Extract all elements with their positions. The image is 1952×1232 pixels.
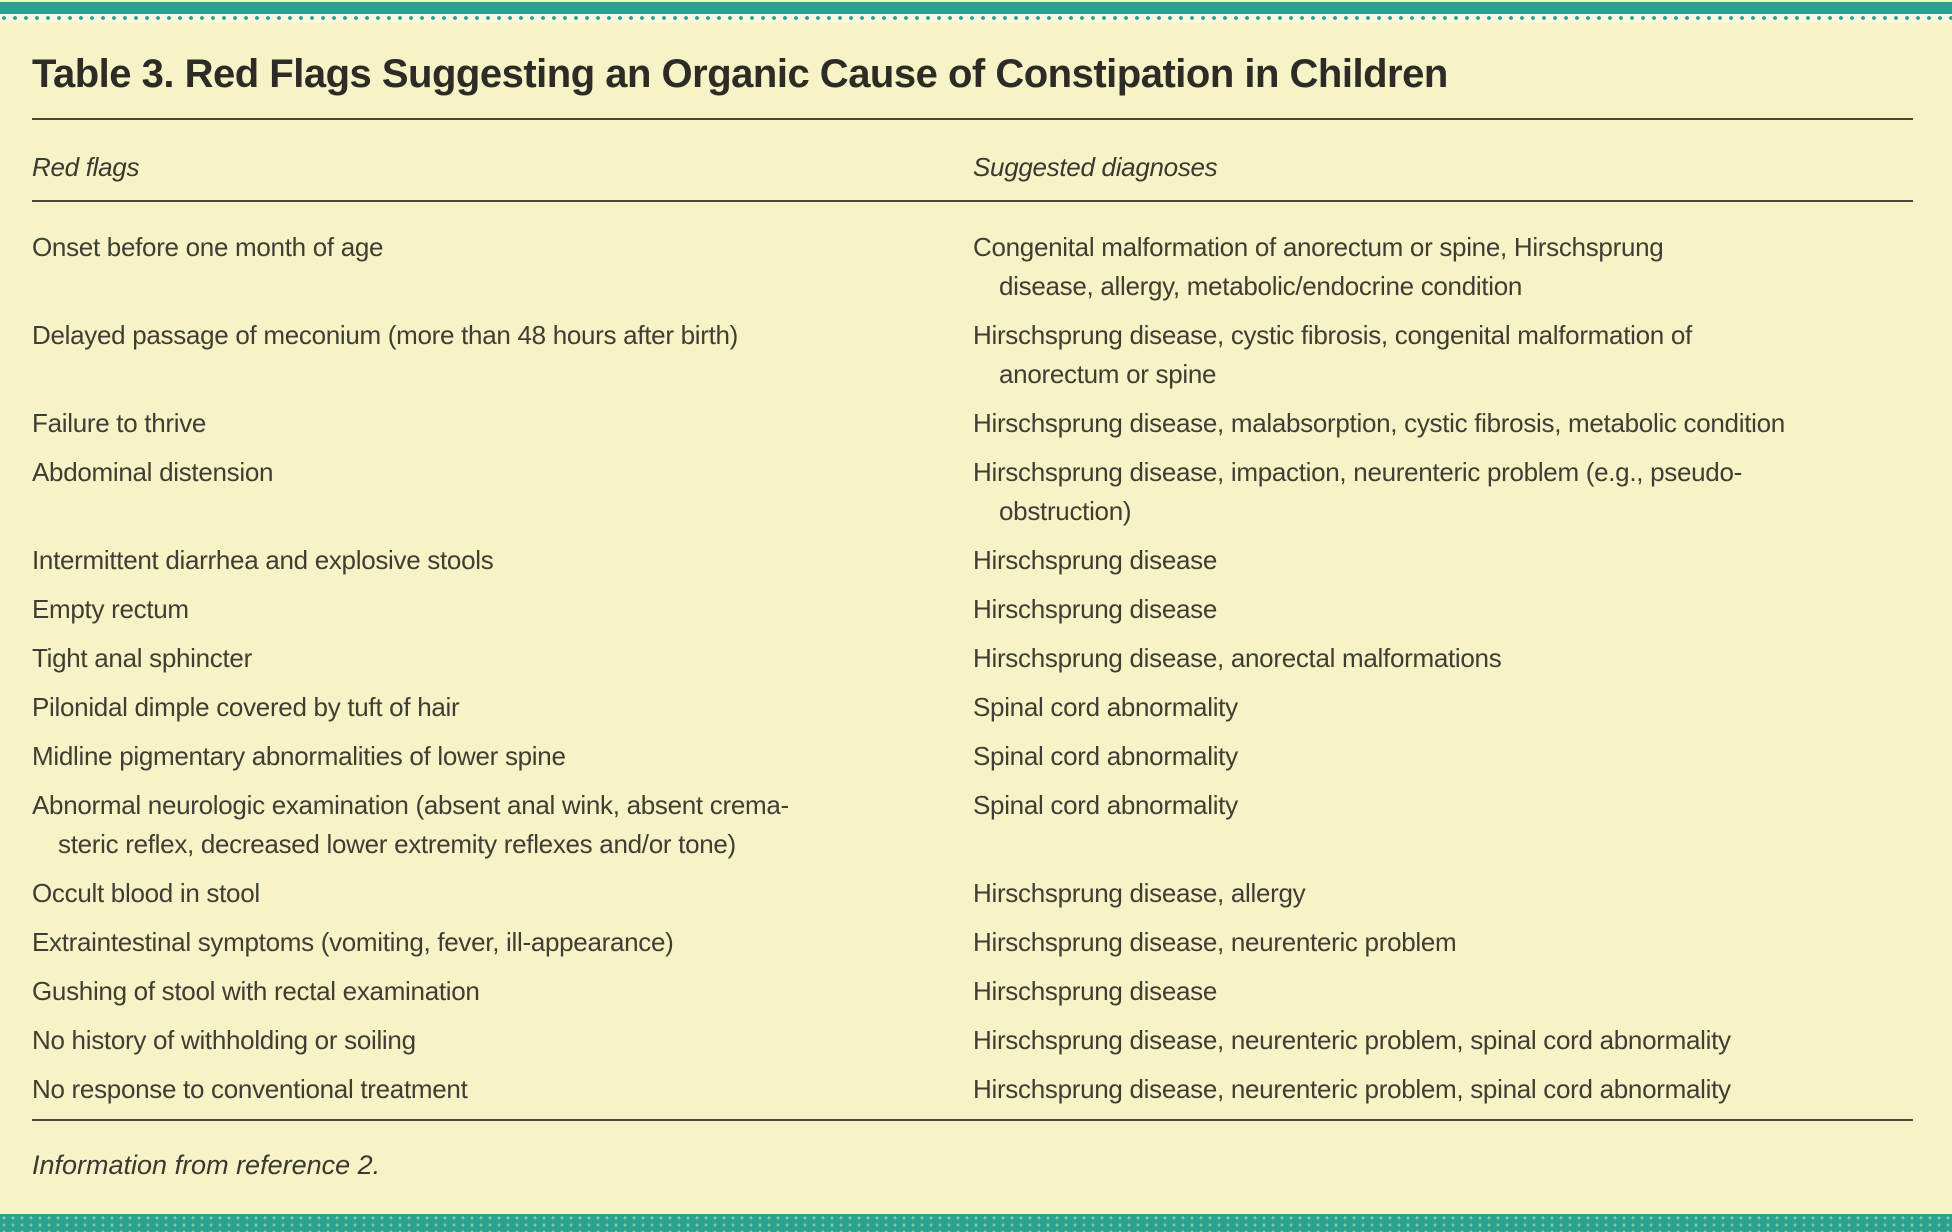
table-row: Abdominal distension Hirschsprung disease… [32,453,1913,531]
diagnosis-cell: Hirschsprung disease, anorectal malforma… [973,643,1502,673]
diagnosis-cell: Spinal cord abnormality [973,692,1238,722]
table-row: Failure to thrive Hirschsprung disease, m… [32,404,1913,443]
table-content-area: Table 3. Red Flags Suggesting an Organic… [0,23,1952,1214]
red-flag-cell: No history of withholding or soiling [32,1025,416,1055]
red-flag-cell: Tight anal sphincter [32,643,252,673]
red-flag-cell: Occult blood in stool [32,878,260,908]
diagnosis-cell: Spinal cord abnormality [973,790,1238,820]
red-flag-cell: No response to conventional treatment [32,1074,468,1104]
table-row: Tight anal sphincter Hirschsprung disease… [32,639,1913,678]
diagnosis-cell: Spinal cord abnormality [973,741,1238,771]
diagnosis-cell: Congenital malformation of anorectum or … [973,232,1664,301]
table-footnote: Information from reference 2. [32,1150,381,1180]
bottom-accent-bar [0,1214,1952,1232]
diagnosis-cell: Hirschsprung disease, neurenteric proble… [973,927,1457,957]
column-header-red-flags: Red flags [32,152,140,182]
table-row: Abnormal neurologic examination (absent … [32,786,1913,864]
diagnosis-cell: Hirschsprung disease [973,545,1218,575]
table-row: Gushing of stool with rectal examination… [32,972,1913,1011]
table-row: Extraintestinal symptoms (vomiting, feve… [32,923,1913,962]
diagnosis-cell: Hirschsprung disease, allergy [973,878,1306,908]
top-accent-bar [0,2,1952,14]
diagnosis-cell: Hirschsprung disease, neurenteric proble… [973,1025,1731,1055]
column-header-suggested-diagnoses: Suggested diagnoses [973,152,1218,182]
header-rule [32,200,1913,202]
top-accent-dotted-strip [0,14,1952,23]
diagnosis-cell: Hirschsprung disease [973,594,1218,624]
table-header-row: Red flags Suggested diagnoses [32,148,1913,187]
table-body: Onset before one month of age Congenital … [32,228,1913,1109]
red-flag-cell: Gushing of stool with rectal examination [32,976,480,1006]
red-flag-cell: Pilonidal dimple covered by tuft of hair [32,692,460,722]
diagnosis-cell: Hirschsprung disease, malabsorption, cys… [973,408,1785,438]
red-flag-cell: Intermittent diarrhea and explosive stoo… [32,545,494,575]
red-flag-cell: Abnormal neurologic examination (absent … [32,790,789,859]
red-flag-cell: Abdominal distension [32,457,274,487]
red-flag-cell: Midline pigmentary abnormalities of lowe… [32,741,566,771]
table-row: Empty rectum Hirschsprung disease [32,590,1913,629]
table-row: Occult blood in stool Hirschsprung diseas… [32,874,1913,913]
diagnosis-cell: Hirschsprung disease, impaction, neurent… [973,457,1742,526]
table-row: No history of withholding or soiling Hirs… [32,1021,1913,1060]
title-rule [32,118,1913,120]
diagnosis-cell: Hirschsprung disease, cystic fibrosis, c… [973,320,1692,389]
table-row: Midline pigmentary abnormalities of lowe… [32,737,1913,776]
diagnosis-cell: Hirschsprung disease [973,976,1218,1006]
footer-rule [32,1119,1913,1121]
red-flag-cell: Extraintestinal symptoms (vomiting, feve… [32,927,674,957]
table-row: Onset before one month of age Congenital … [32,228,1913,306]
table-title: Table 3. Red Flags Suggesting an Organic… [32,52,1448,96]
table-row: Delayed passage of meconium (more than 4… [32,316,1913,394]
table-row: No response to conventional treatment Hir… [32,1070,1913,1109]
red-flag-cell: Empty rectum [32,594,189,624]
red-flag-cell: Delayed passage of meconium (more than 4… [32,320,739,350]
table-row: Pilonidal dimple covered by tuft of hair… [32,688,1913,727]
red-flag-cell: Failure to thrive [32,408,207,438]
table-row: Intermittent diarrhea and explosive stoo… [32,541,1913,580]
red-flag-cell: Onset before one month of age [32,232,384,262]
diagnosis-cell: Hirschsprung disease, neurenteric proble… [973,1074,1731,1104]
